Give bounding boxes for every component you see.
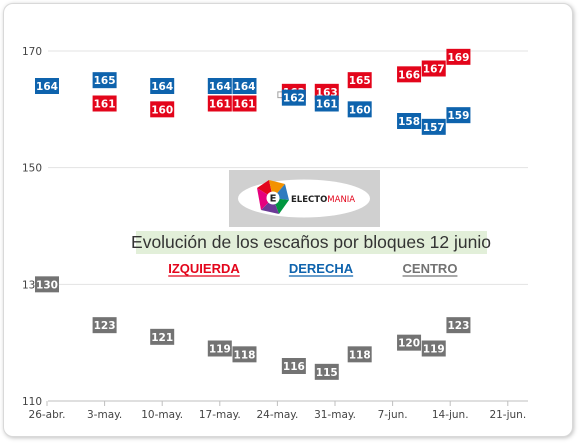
data-point xyxy=(421,118,446,135)
data-point xyxy=(421,340,446,357)
x-tick-label: 31-may. xyxy=(314,409,356,421)
x-tick-label: 7-jun. xyxy=(378,409,408,421)
legend-label: IZQUIERDA xyxy=(168,261,240,276)
x-tick-label: 24-may. xyxy=(256,409,298,421)
data-point xyxy=(232,346,257,363)
data-label: 160 xyxy=(151,104,173,116)
y-tick-label: 110 xyxy=(22,396,42,408)
data-point xyxy=(92,95,117,112)
data-label: 164 xyxy=(234,81,256,93)
data-point xyxy=(397,66,422,83)
data-label: 115 xyxy=(316,367,338,379)
data-label: 161 xyxy=(316,99,338,111)
connectors xyxy=(277,91,285,99)
data-label: 123 xyxy=(447,320,469,332)
data-label: 162 xyxy=(283,93,305,105)
y-tick-label: 170 xyxy=(22,46,42,58)
data-point xyxy=(347,101,372,118)
connector-line xyxy=(277,91,285,99)
data-point xyxy=(446,107,471,124)
data-label: 167 xyxy=(423,64,445,76)
data-point xyxy=(281,89,306,106)
x-tick-label: 3-may. xyxy=(87,409,122,421)
data-label: 166 xyxy=(398,69,420,81)
data-point xyxy=(92,317,117,334)
data-label: 116 xyxy=(283,361,305,373)
logo-wordmark-left: ELECTO xyxy=(291,195,327,205)
data-point xyxy=(150,328,175,345)
series-izquierda: 161160161161163163165166167169 xyxy=(92,48,471,118)
data-point xyxy=(314,363,339,380)
data-point xyxy=(397,334,422,351)
legend: IZQUIERDA DERECHA CENTRO xyxy=(168,261,458,277)
logo-emblem-letter: E xyxy=(270,194,277,205)
data-points: 1611601611611631631651661671691641651641… xyxy=(35,48,471,380)
data-label: 118 xyxy=(234,349,256,361)
data-point xyxy=(347,72,372,89)
gridlines xyxy=(48,50,528,402)
data-point xyxy=(150,101,175,118)
caption-box: Evolución de los escaños por bloques 12 … xyxy=(131,231,491,254)
x-axis: 26-abr. 3-may. 10-may. 17-may. 24-may. 31-may… xyxy=(29,401,526,421)
logo-wordmark-right: MANIA xyxy=(327,195,355,205)
data-point xyxy=(207,78,232,94)
data-label: 164 xyxy=(151,81,173,93)
data-point xyxy=(92,72,117,89)
data-label: 165 xyxy=(94,75,116,87)
x-tick-label: 26-abr. xyxy=(29,409,66,421)
data-point xyxy=(446,317,471,334)
data-label: 161 xyxy=(234,99,256,111)
logo: E ELECTOMANIA xyxy=(229,170,380,227)
logo-emblem: E xyxy=(257,180,289,214)
logo-wordmark: ELECTOMANIA xyxy=(291,195,355,205)
x-tick-label: 10-may. xyxy=(141,409,183,421)
data-label: 119 xyxy=(209,344,231,356)
data-point xyxy=(314,95,339,112)
data-label: 157 xyxy=(423,122,445,134)
data-point xyxy=(232,95,257,112)
data-label: 159 xyxy=(447,110,469,122)
legend-label: CENTRO xyxy=(403,261,458,276)
caption-background xyxy=(136,231,487,254)
data-label: 120 xyxy=(398,338,420,350)
data-label: 121 xyxy=(151,332,173,344)
data-point xyxy=(232,78,257,94)
data-point xyxy=(207,340,232,357)
data-point xyxy=(35,276,59,293)
data-label: 161 xyxy=(209,99,231,111)
data-point xyxy=(150,78,175,94)
data-point xyxy=(35,78,59,94)
data-label: 169 xyxy=(447,52,469,64)
data-point xyxy=(397,113,422,129)
data-point xyxy=(207,95,232,112)
data-label: 123 xyxy=(94,320,116,332)
data-label: 164 xyxy=(36,81,58,93)
data-point xyxy=(421,60,446,77)
chart-caption: Evolución de los escaños por bloques 12 … xyxy=(131,232,491,252)
x-tick-label: 14-jun. xyxy=(432,409,469,421)
data-label: 119 xyxy=(423,344,445,356)
x-tick-label: 21-jun. xyxy=(489,409,526,421)
data-label: 118 xyxy=(349,349,371,361)
data-point xyxy=(347,346,372,363)
data-point xyxy=(281,358,306,374)
data-label: 130 xyxy=(36,279,58,291)
data-label: 160 xyxy=(349,104,371,116)
data-point xyxy=(446,48,471,65)
data-label: 165 xyxy=(349,75,371,87)
data-label: 158 xyxy=(398,116,420,128)
data-label: 161 xyxy=(94,99,116,111)
y-tick-label: 150 xyxy=(22,163,42,175)
legend-label: DERECHA xyxy=(289,261,354,276)
data-label: 164 xyxy=(209,81,231,93)
x-tick-label: 17-may. xyxy=(199,409,241,421)
